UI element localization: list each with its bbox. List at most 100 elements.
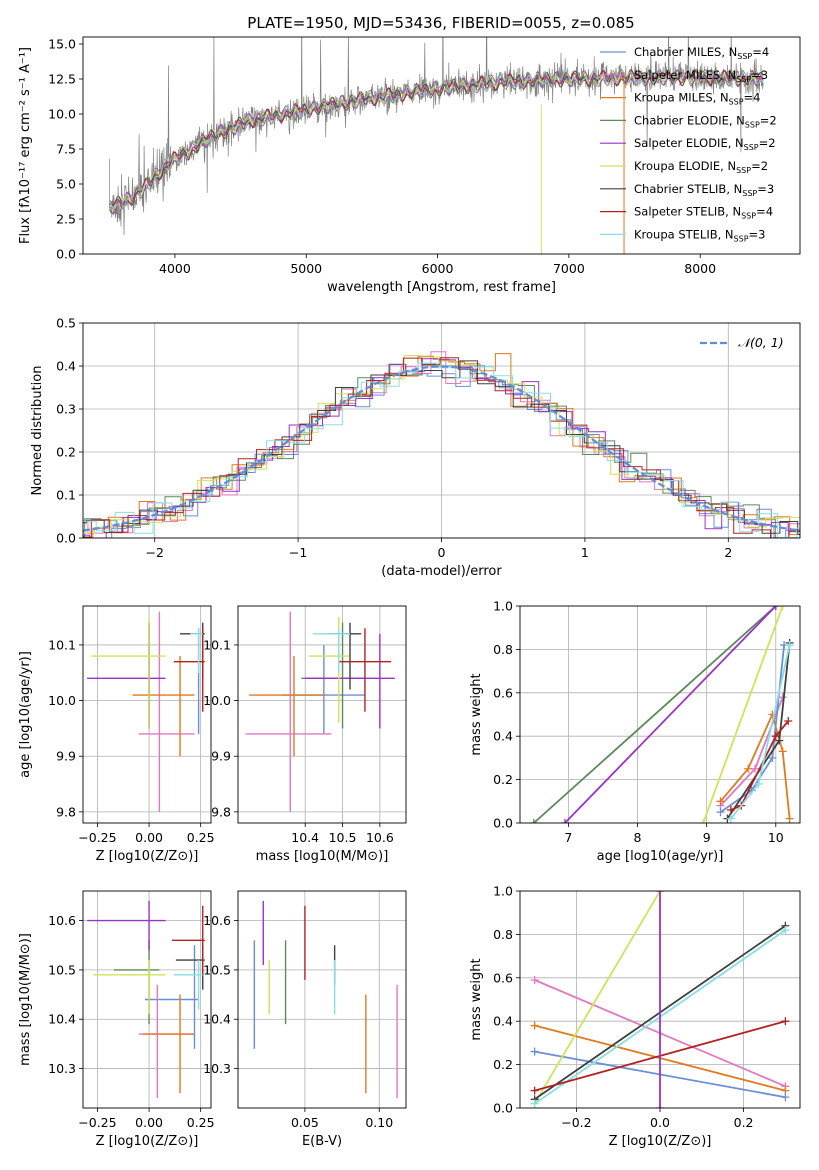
weight-marker: [785, 641, 794, 650]
y-tick-label: 0.4: [56, 359, 76, 374]
axes-frame: [82, 605, 212, 824]
weight-marker: [775, 736, 784, 745]
axes-frame: [82, 36, 801, 255]
y-axis-label: mass [log10(M/M⊙)]: [18, 933, 33, 1066]
x-tick-label: 0.00: [135, 1115, 163, 1130]
weight-marker: [656, 891, 664, 895]
weight-marker: [768, 710, 777, 719]
weight-series-line: [719, 645, 785, 813]
y-tick-label: 9.8: [211, 804, 231, 819]
x-tick-label: 0.25: [187, 830, 215, 845]
error-bar-point: [338, 628, 392, 712]
x-axis-label: Z [log10(Z/Z⊙)]: [609, 1134, 712, 1149]
x-tick-label: 10: [768, 830, 784, 845]
weight-marker: [781, 1017, 790, 1026]
weight-marker: [771, 606, 780, 610]
error-bar-point: [138, 611, 195, 812]
y-tick-label: 0.0: [56, 531, 76, 546]
weight-marker: [778, 606, 787, 610]
error-bar-point: [190, 628, 203, 673]
weight-marker: [781, 926, 790, 935]
weight-marker: [781, 1093, 790, 1102]
x-tick-label: 5000: [290, 261, 322, 276]
error-bar-point: [312, 628, 350, 673]
plot-area: [238, 606, 406, 823]
figure-title: PLATE=1950, MJD=53436, FIBERID=0055, z=0…: [247, 14, 634, 32]
x-tick-label: 9: [703, 830, 711, 845]
x-tick-label: −0.25: [78, 830, 116, 845]
y-tick-label: 10.4: [203, 1012, 231, 1027]
y-tick-label: 0.6: [493, 970, 513, 985]
x-axis-label: mass [log10(M/M⊙)]: [256, 849, 389, 864]
legend-entry: Chabrier STELIB, NSSP=3: [634, 182, 774, 198]
error-bar-point: [249, 656, 324, 757]
weight-marker: [785, 814, 794, 823]
weight-marker: [656, 1104, 664, 1108]
weight-marker: [744, 764, 753, 773]
error-bar-point: [180, 622, 205, 679]
plot-area: [108, 37, 764, 254]
y-tick-label: 10.4: [48, 1012, 76, 1027]
panel-age-vs-mass: 10.4 10.5 10.6 9.8 9.9 10.0 10.1 mass [log10(M/…: [203, 605, 407, 864]
error-bar-point: [308, 617, 350, 723]
x-tick-label: 6000: [422, 261, 454, 276]
weight-marker: [530, 1099, 539, 1108]
x-tick-label: 2: [724, 545, 732, 560]
x-tick-label: 7000: [553, 261, 585, 276]
x-axis-label: age [log10(age/yr)]: [597, 849, 724, 864]
plot-area: [520, 606, 800, 823]
weight-marker: [726, 805, 735, 814]
y-tick-label: 0.8: [493, 927, 513, 942]
residual-histogram-line: [83, 364, 800, 538]
axes-frame: [237, 890, 407, 1109]
y-tick-label: 5.0: [56, 177, 76, 192]
x-tick-label: 10.6: [366, 830, 394, 845]
y-axis-label: mass weight: [469, 958, 484, 1040]
panel-residuals: −2 −1 0 1 2 0.0 0.1 0.2 0.3 0.4 0.5 (data-model)/er…: [30, 316, 801, 579]
y-tick-label: 0.0: [493, 1101, 513, 1116]
y-tick-label: 15.0: [48, 37, 76, 52]
model-spectrum-line: [108, 69, 764, 215]
plot-area: [83, 323, 800, 538]
y-axis-label: Flux [fλ10⁻¹⁷ erg cm⁻² s⁻¹ A⁻¹]: [18, 47, 33, 244]
plot-area: [83, 606, 211, 823]
x-axis-label: E(B-V): [302, 1134, 342, 1149]
weight-marker: [530, 1047, 539, 1056]
spectrum-legend: Chabrier MILES, NSSP=4 Salpeter MILES, NS…: [600, 45, 777, 243]
y-tick-label: 0.2: [493, 772, 513, 787]
error-bar-point: [301, 622, 365, 729]
legend-entry: 𝒩(0, 1): [738, 335, 784, 350]
weight-series-line: [533, 891, 661, 1105]
weight-series-line: [533, 606, 777, 823]
error-bar-point: [138, 984, 195, 1099]
weight-series-line: [730, 720, 789, 811]
y-tick-label: 10.6: [203, 913, 231, 928]
plot-area: [520, 891, 800, 1108]
residual-histogram-line: [83, 362, 800, 538]
y-tick-label: 10.3: [203, 1061, 231, 1076]
x-axis-label: (data-model)/error: [381, 564, 502, 579]
legend-entry: Chabrier ELODIE, NSSP=2: [634, 113, 777, 129]
weight-marker: [716, 808, 725, 817]
weight-marker: [778, 747, 787, 756]
weight-marker: [768, 753, 777, 762]
y-tick-label: 10.0: [48, 107, 76, 122]
y-tick-label: 10.0: [203, 693, 231, 708]
weight-marker: [771, 732, 780, 741]
y-tick-label: 0.1: [56, 488, 76, 503]
axes-frame: [519, 890, 801, 1109]
y-axis-label: Normed distribution: [30, 366, 45, 496]
error-bar-point: [87, 622, 166, 729]
weight-series-line: [564, 606, 777, 823]
panel-age-vs-Z: −0.25 0.00 0.25 9.8 9.9 10.0 10.1 Z [log10(Z/Z⊙…: [18, 605, 215, 864]
x-tick-label: 0.00: [135, 830, 163, 845]
y-tick-label: 9.9: [211, 749, 231, 764]
model-spectrum-line: [109, 68, 764, 212]
y-axis-label: age [log10(age/yr)]: [18, 651, 33, 778]
y-tick-label: 10.1: [203, 637, 231, 652]
x-tick-label: −0.2: [561, 1115, 591, 1130]
axes-frame: [519, 605, 801, 824]
y-axis-label: mass weight: [469, 673, 484, 755]
x-axis-label: wavelength [Angstrom, rest frame]: [327, 280, 556, 295]
